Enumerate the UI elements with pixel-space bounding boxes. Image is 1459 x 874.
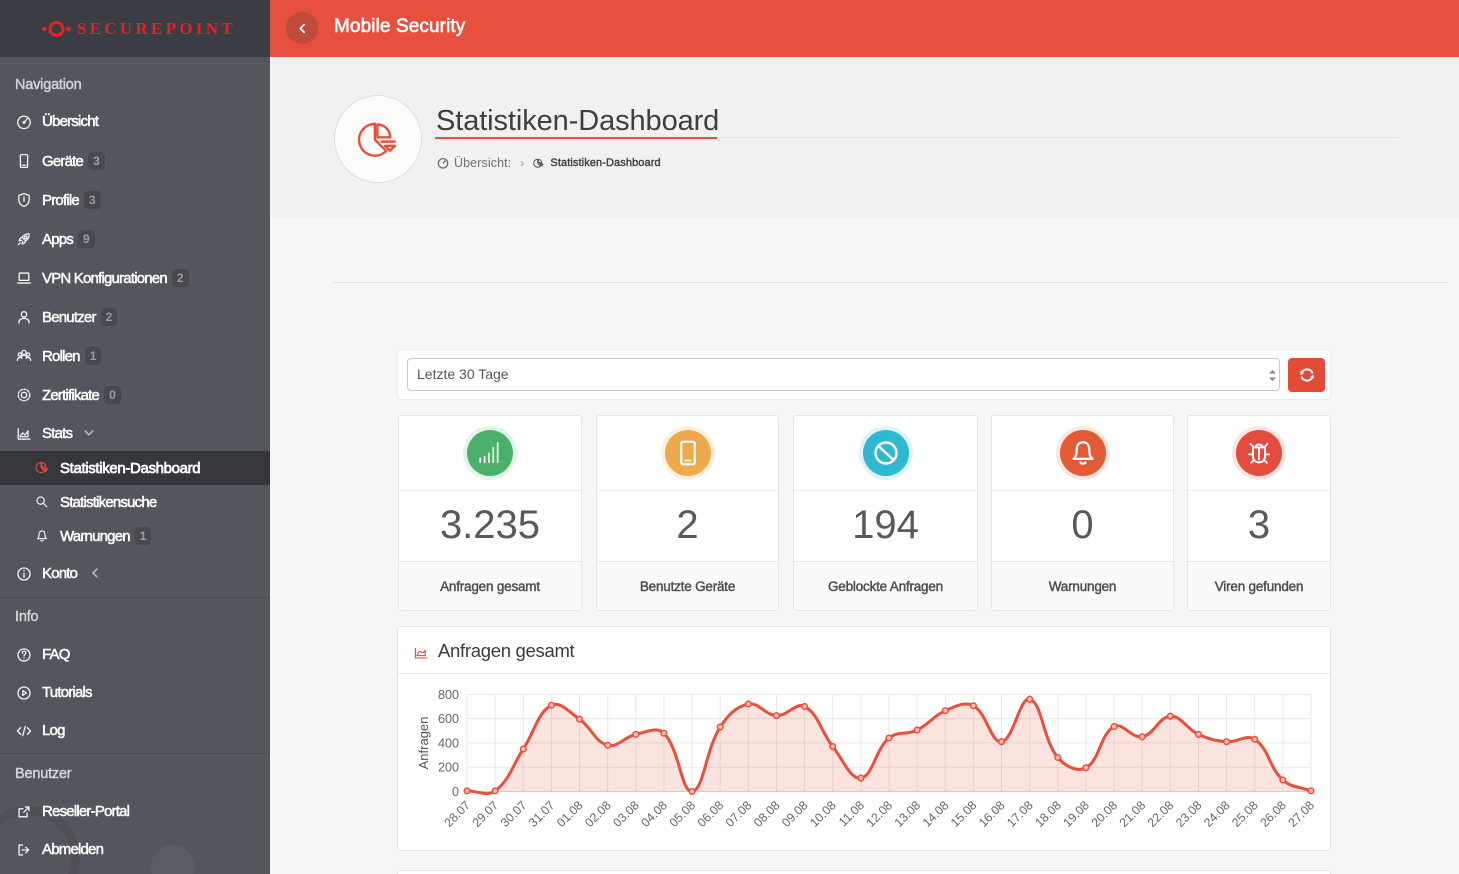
svg-text:09.08: 09.08: [779, 798, 811, 830]
svg-text:17.08: 17.08: [1004, 798, 1036, 830]
svg-text:29.07: 29.07: [470, 798, 502, 830]
svg-text:23.08: 23.08: [1173, 798, 1205, 830]
svg-text:07.08: 07.08: [723, 798, 755, 830]
svg-text:800: 800: [438, 688, 459, 702]
svg-text:01.08: 01.08: [554, 798, 586, 830]
svg-text:200: 200: [438, 761, 459, 775]
svg-text:18.08: 18.08: [1032, 798, 1064, 830]
svg-text:19.08: 19.08: [1060, 798, 1092, 830]
svg-text:25.08: 25.08: [1229, 798, 1261, 830]
svg-text:400: 400: [438, 736, 459, 750]
svg-text:06.08: 06.08: [695, 798, 727, 830]
svg-text:08.08: 08.08: [751, 798, 783, 830]
svg-text:13.08: 13.08: [892, 798, 924, 830]
svg-text:12.08: 12.08: [863, 798, 895, 830]
svg-text:15.08: 15.08: [948, 798, 980, 830]
svg-text:30.07: 30.07: [498, 798, 530, 830]
svg-text:02.08: 02.08: [582, 798, 614, 830]
svg-text:04.08: 04.08: [638, 798, 670, 830]
svg-text:27.08: 27.08: [1285, 798, 1317, 830]
svg-text:11.08: 11.08: [836, 798, 867, 829]
svg-text:600: 600: [438, 712, 459, 726]
svg-text:31.07: 31.07: [526, 798, 558, 830]
svg-text:21.08: 21.08: [1117, 798, 1149, 830]
svg-text:10.08: 10.08: [807, 798, 839, 830]
svg-text:20.08: 20.08: [1089, 798, 1121, 830]
svg-text:0: 0: [452, 785, 459, 799]
svg-text:16.08: 16.08: [976, 798, 1008, 830]
svg-text:03.08: 03.08: [610, 798, 642, 830]
svg-text:05.08: 05.08: [667, 798, 699, 830]
svg-text:Anfragen: Anfragen: [416, 717, 431, 770]
svg-text:26.08: 26.08: [1257, 798, 1289, 830]
svg-text:24.08: 24.08: [1201, 798, 1233, 830]
svg-text:28.07: 28.07: [441, 798, 473, 830]
svg-text:14.08: 14.08: [920, 798, 952, 830]
svg-text:22.08: 22.08: [1145, 798, 1177, 830]
